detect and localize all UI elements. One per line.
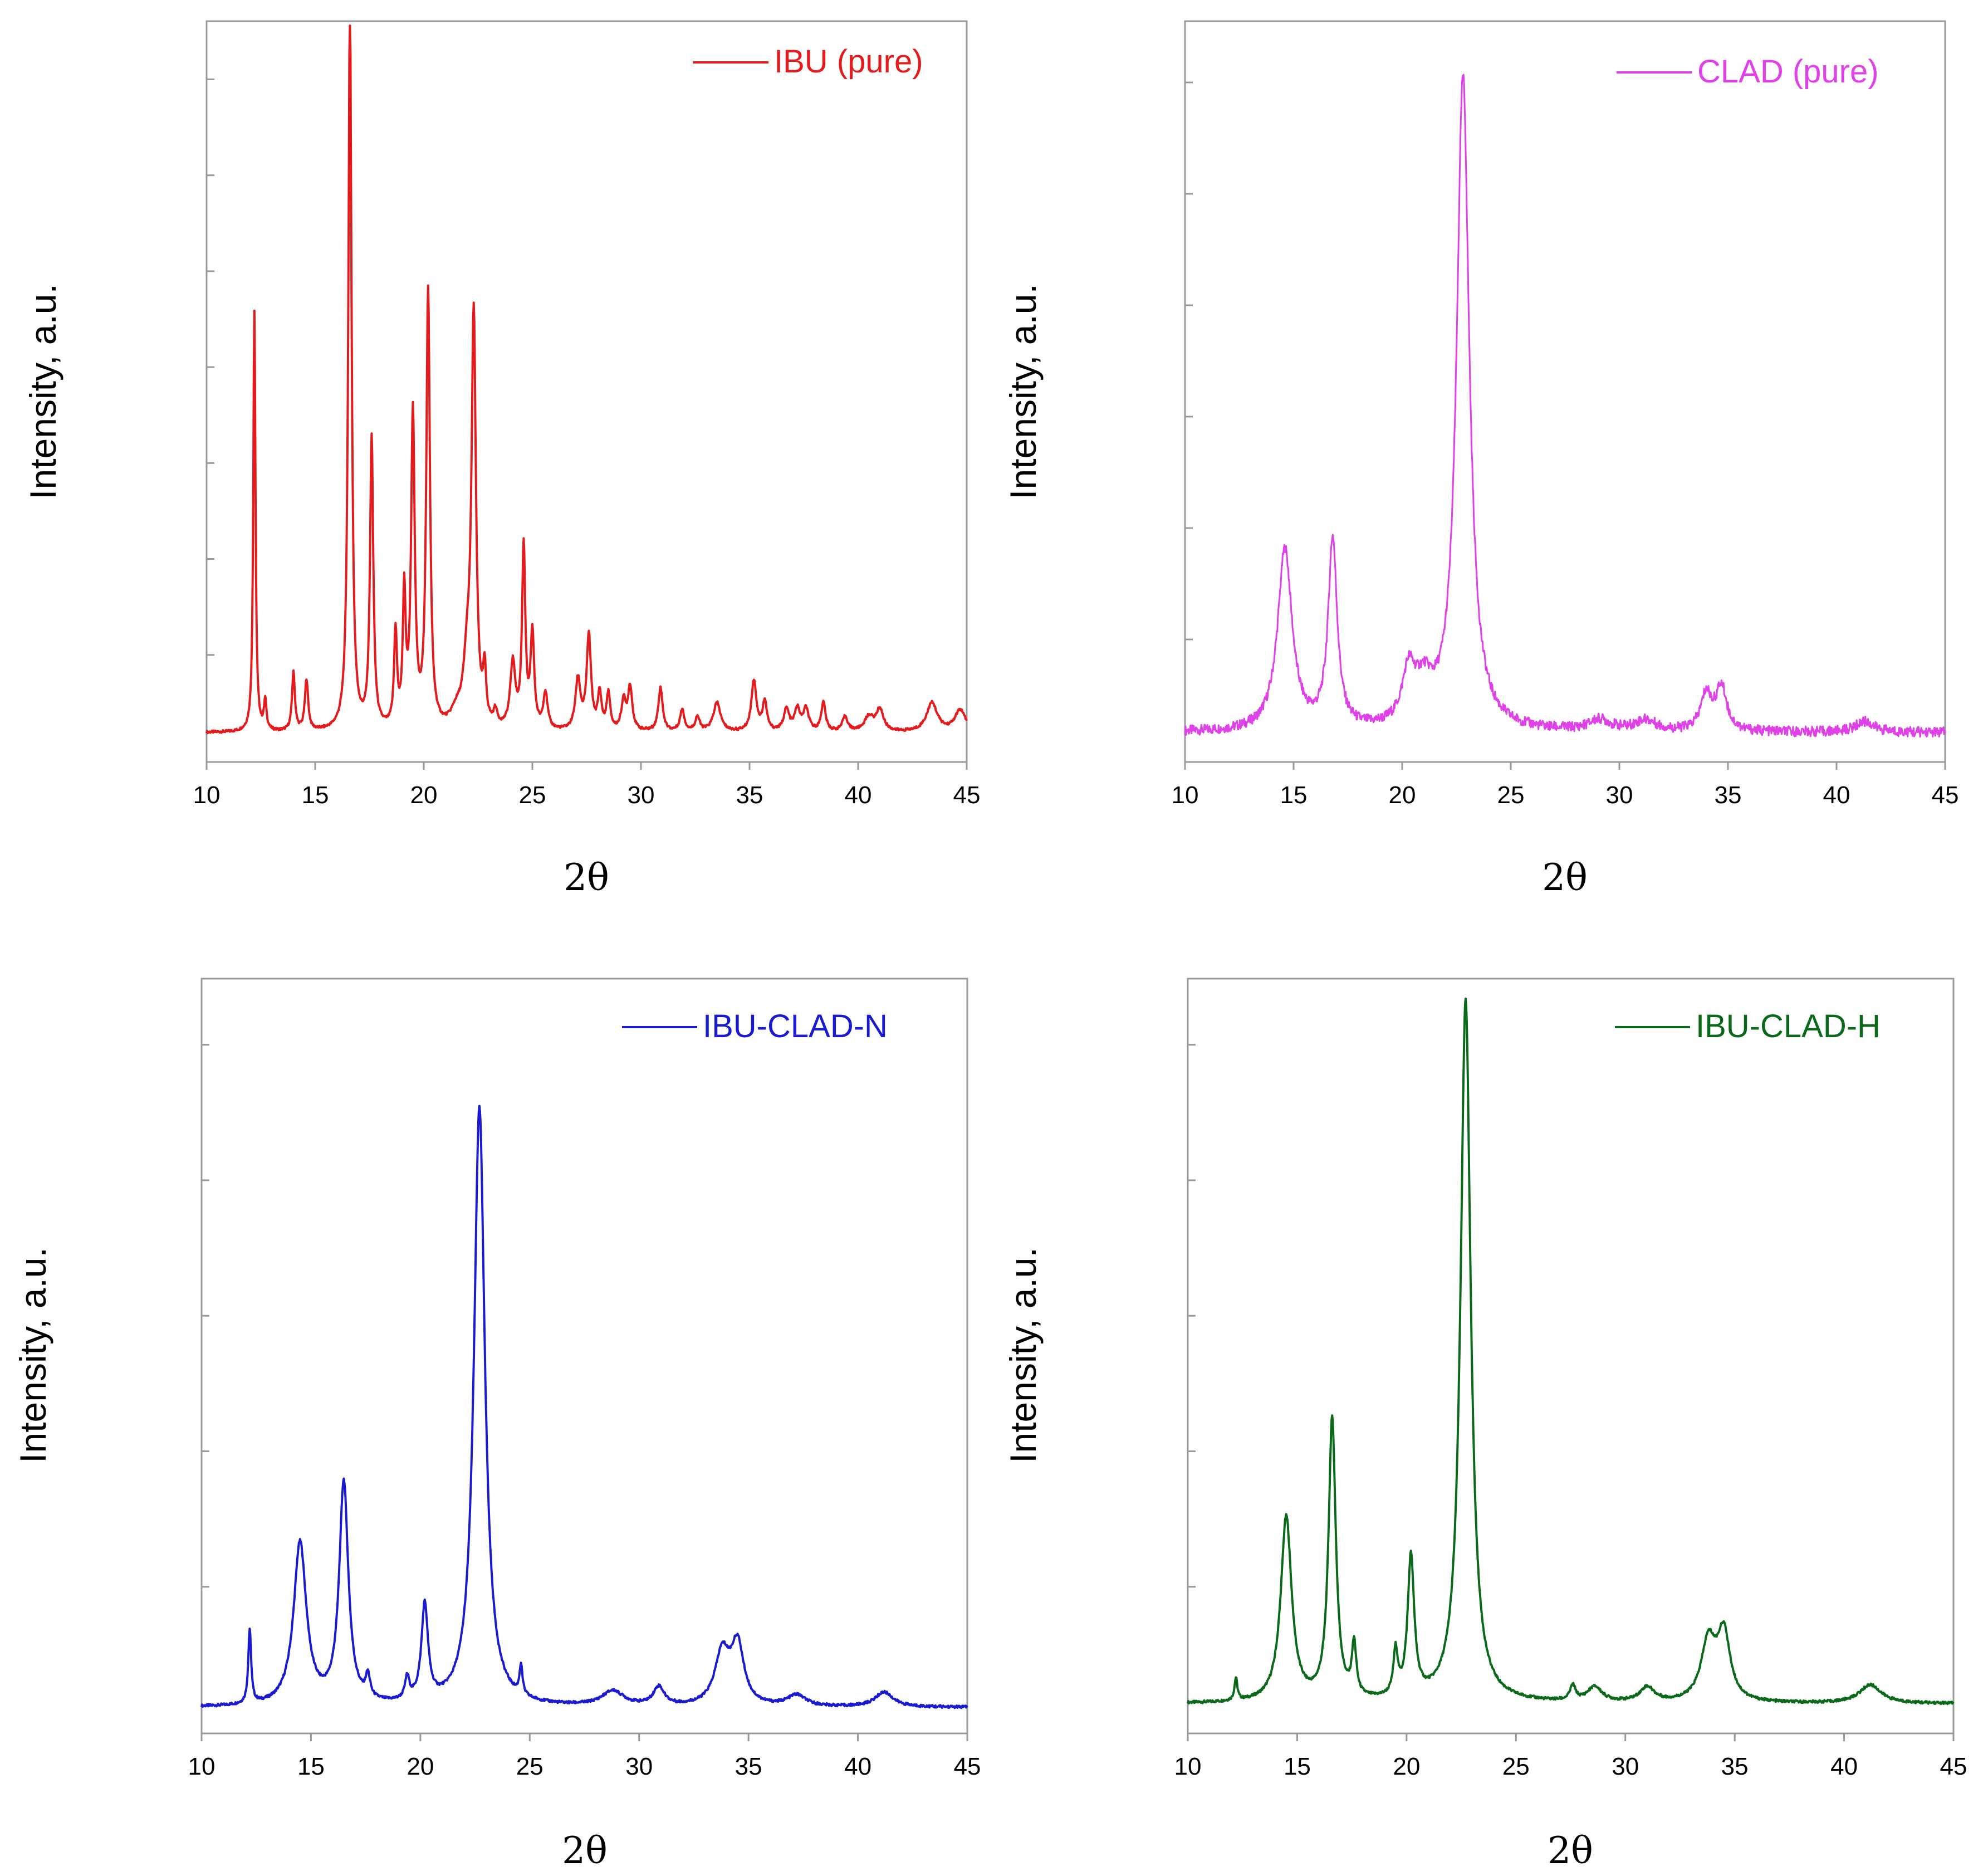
plot-frame [200,978,968,1735]
x-tick-label: 20 [1389,781,1416,809]
legend-entry: IBU (pure) [774,43,923,80]
x-tick-label: 35 [1715,781,1742,809]
x-tick-label: 30 [628,781,655,809]
plot-frame [1184,20,1946,763]
x-tick-label: 35 [736,781,763,809]
x-ticks: 10 15 20 25 30 35 40 45 [1174,1733,1967,1780]
x-tick-label: 25 [519,781,546,809]
x-tick-label: 30 [1612,1753,1639,1780]
x-tick-label: 15 [1280,781,1308,809]
x-tick-label: 45 [954,1753,981,1780]
legend-entry: IBU-CLAD-H [1696,1008,1881,1044]
x-tick-label: 10 [1172,781,1199,809]
x-tick-label: 10 [188,1753,216,1780]
x-tick-label: 10 [1174,1753,1202,1780]
x-tick-label: 35 [735,1753,762,1780]
y-axis-title: Intensity, a.u. [1002,1247,1044,1463]
legend-entry: CLAD (pure) [1697,53,1879,90]
x-tick-label: 40 [1830,1753,1858,1780]
x-ticks: 10 15 20 25 30 35 40 45 [193,762,981,809]
y-ticks [1188,1044,1196,1588]
y-axis-title: Intensity, a.u. [12,1247,53,1463]
x-tick-label: 25 [516,1753,543,1780]
x-tick-label: 10 [193,781,221,809]
chart-panel-top-left: 10 15 20 25 30 35 40 45 IBU (pure) 2θ Intensity… [22,20,981,899]
x-tick-label: 35 [1721,1753,1749,1780]
y-ticks [202,1044,209,1588]
chart-panel-bottom-right: 10 15 20 25 30 35 40 45 IBU-CLAD-H 2θ Intensity… [1002,978,1967,1872]
x-tick-label: 25 [1502,1753,1530,1780]
x-ticks: 10 15 20 25 30 35 40 45 [188,1733,981,1780]
x-axis-title: 2θ [564,856,609,899]
x-tick-label: 20 [410,781,438,809]
y-ticks [207,78,214,656]
x-tick-label: 45 [953,781,981,809]
x-tick-label: 30 [1606,781,1633,809]
y-axis-title: Intensity, a.u. [1002,284,1044,500]
x-tick-label: 40 [1823,781,1850,809]
series-line [1184,74,1946,738]
chart-panel-top-right: 10 15 20 25 30 35 40 45 CLAD (pure) 2θ Intensit… [1002,20,1959,899]
series-line [1187,998,1955,1706]
chart-panel-bottom-left: 10 15 20 25 30 35 40 45 IBU-CLAD-N 2θ Intensity… [12,978,981,1872]
x-tick-label: 25 [1497,781,1525,809]
x-tick-label: 20 [407,1753,434,1780]
x-tick-label: 30 [625,1753,653,1780]
legend-entry: IBU-CLAD-N [703,1008,888,1044]
x-tick-label: 20 [1393,1753,1420,1780]
y-ticks [1185,81,1193,641]
x-axis-title: 2θ [562,1829,608,1872]
plot-frame [1187,978,1955,1735]
x-tick-label: 40 [845,781,872,809]
x-axis-title: 2θ [1542,856,1588,899]
series-line [205,25,968,735]
series-line [200,1105,968,1709]
x-tick-label: 15 [302,781,329,809]
x-tick-label: 45 [1940,1753,1967,1780]
x-tick-label: 15 [1284,1753,1311,1780]
x-ticks: 10 15 20 25 30 35 40 45 [1172,762,1959,809]
plot-frame [205,20,968,763]
y-axis-title: Intensity, a.u. [22,284,63,500]
x-axis-title: 2θ [1548,1829,1593,1872]
x-tick-label: 45 [1932,781,1959,809]
x-tick-label: 40 [844,1753,871,1780]
x-tick-label: 15 [297,1753,325,1780]
